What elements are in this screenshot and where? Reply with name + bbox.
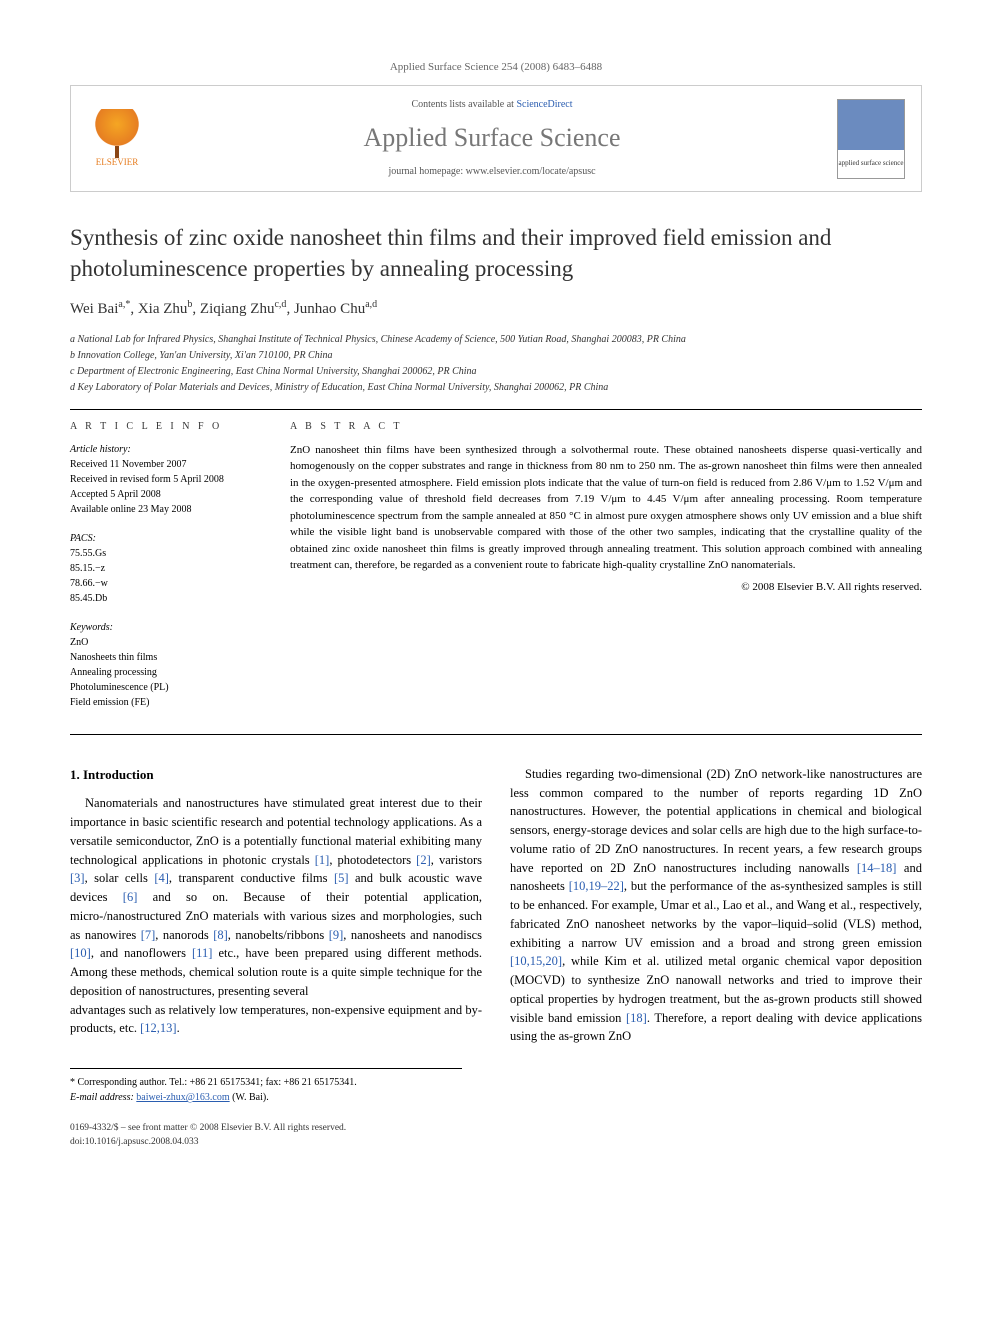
pacs-item: 75.55.Gs	[70, 546, 260, 561]
homepage-prefix: journal homepage:	[388, 166, 465, 177]
corresponding-author-footnote: * Corresponding author. Tel.: +86 21 651…	[70, 1068, 462, 1105]
sciencedirect-link[interactable]: ScienceDirect	[516, 99, 572, 110]
ref-link[interactable]: [10,19–22]	[569, 879, 624, 893]
section-introduction: 1. Introduction Nanomaterials and nanost…	[70, 765, 922, 1046]
header-center: Contents lists available at ScienceDirec…	[163, 98, 821, 178]
pacs-label: PACS:	[70, 531, 260, 546]
author-list: Wei Baia,*, Xia Zhub, Ziqiang Zhuc,d, Ju…	[70, 298, 922, 320]
footer-line: 0169-4332/$ – see front matter © 2008 El…	[70, 1121, 922, 1135]
ref-link[interactable]: [8]	[213, 928, 228, 942]
author: Ziqiang Zhuc,d	[200, 301, 287, 317]
article-history: Article history: Received 11 November 20…	[70, 442, 260, 517]
keyword-item: Annealing processing	[70, 665, 260, 680]
contents-available-line: Contents lists available at ScienceDirec…	[163, 98, 821, 112]
page-footer: 0169-4332/$ – see front matter © 2008 El…	[70, 1121, 922, 1150]
affiliation: b Innovation College, Yan'an University,…	[70, 348, 922, 363]
horizontal-rule	[70, 409, 922, 410]
journal-header-box: ELSEVIER Contents lists available at Sci…	[70, 85, 922, 191]
ref-link[interactable]: [1]	[315, 853, 330, 867]
elsevier-tree-icon	[95, 109, 139, 152]
footnote-line: E-mail address: baiwei-zhux@163.com (W. …	[70, 1090, 462, 1105]
ref-link[interactable]: [12,13]	[140, 1021, 176, 1035]
body-paragraph: advantages such as relatively low temper…	[70, 1001, 482, 1039]
footer-line: doi:10.1016/j.apsusc.2008.04.033	[70, 1135, 922, 1149]
corresponding-email-link[interactable]: baiwei-zhux@163.com	[136, 1092, 229, 1103]
author: Xia Zhub	[138, 301, 193, 317]
affiliation-list: a National Lab for Infrared Physics, Sha…	[70, 332, 922, 395]
pacs-block: PACS: 75.55.Gs 85.15.−z 78.66.−w 85.45.D…	[70, 531, 260, 606]
affiliation: c Department of Electronic Engineering, …	[70, 364, 922, 379]
contents-prefix: Contents lists available at	[411, 99, 516, 110]
keyword-item: Photoluminescence (PL)	[70, 680, 260, 695]
publisher-logo: ELSEVIER	[87, 109, 147, 169]
history-item: Available online 23 May 2008	[70, 502, 260, 517]
article-title: Synthesis of zinc oxide nanosheet thin f…	[70, 222, 922, 284]
horizontal-rule	[70, 734, 922, 735]
homepage-url: www.elsevier.com/locate/apsusc	[466, 166, 596, 177]
history-item: Accepted 5 April 2008	[70, 487, 260, 502]
ref-link[interactable]: [10,15,20]	[510, 954, 562, 968]
ref-link[interactable]: [6]	[123, 890, 138, 904]
affiliation: a National Lab for Infrared Physics, Sha…	[70, 332, 922, 347]
ref-link[interactable]: [10]	[70, 946, 91, 960]
abstract-column: A B S T R A C T ZnO nanosheet thin films…	[290, 420, 922, 724]
abstract-copyright: © 2008 Elsevier B.V. All rights reserved…	[290, 580, 922, 595]
section-heading: 1. Introduction	[70, 765, 482, 785]
keywords-label: Keywords:	[70, 620, 260, 635]
affiliation: d Key Laboratory of Polar Materials and …	[70, 380, 922, 395]
history-item: Received in revised form 5 April 2008	[70, 472, 260, 487]
ref-link[interactable]: [5]	[334, 871, 349, 885]
body-paragraph: Nanomaterials and nanostructures have st…	[70, 794, 482, 1000]
pacs-item: 78.66.−w	[70, 576, 260, 591]
two-column-body: 1. Introduction Nanomaterials and nanost…	[70, 765, 922, 1046]
journal-homepage-line: journal homepage: www.elsevier.com/locat…	[163, 165, 821, 179]
ref-link[interactable]: [7]	[141, 928, 156, 942]
ref-link[interactable]: [11]	[192, 946, 212, 960]
journal-reference: Applied Surface Science 254 (2008) 6483–…	[70, 60, 922, 75]
abstract-heading: A B S T R A C T	[290, 420, 922, 434]
journal-title: Applied Surface Science	[163, 120, 821, 156]
cover-caption: applied surface science	[838, 150, 904, 178]
ref-link[interactable]: [3]	[70, 871, 85, 885]
keywords-block: Keywords: ZnO Nanosheets thin films Anne…	[70, 620, 260, 710]
ref-link[interactable]: [4]	[154, 871, 169, 885]
pacs-item: 85.45.Db	[70, 591, 260, 606]
email-tail: (W. Bai).	[230, 1092, 269, 1103]
article-info-column: A R T I C L E I N F O Article history: R…	[70, 420, 260, 724]
body-paragraph: Studies regarding two-dimensional (2D) Z…	[510, 765, 922, 1046]
ref-link[interactable]: [9]	[329, 928, 344, 942]
cover-image-icon	[838, 100, 904, 150]
ref-link[interactable]: [14–18]	[857, 861, 897, 875]
pacs-item: 85.15.−z	[70, 561, 260, 576]
email-label: E-mail address:	[70, 1092, 136, 1103]
article-info-heading: A R T I C L E I N F O	[70, 420, 260, 434]
keyword-item: Field emission (FE)	[70, 695, 260, 710]
meta-abstract-row: A R T I C L E I N F O Article history: R…	[70, 420, 922, 724]
ref-link[interactable]: [18]	[626, 1011, 647, 1025]
abstract-text: ZnO nanosheet thin films have been synth…	[290, 442, 922, 574]
author: Junhao Chua,d	[294, 301, 377, 317]
keyword-item: Nanosheets thin films	[70, 650, 260, 665]
author: Wei Baia,*	[70, 301, 130, 317]
history-item: Received 11 November 2007	[70, 457, 260, 472]
journal-cover-thumbnail: applied surface science	[837, 99, 905, 179]
ref-link[interactable]: [2]	[416, 853, 431, 867]
keyword-item: ZnO	[70, 635, 260, 650]
history-label: Article history:	[70, 442, 260, 457]
footnote-line: * Corresponding author. Tel.: +86 21 651…	[70, 1075, 462, 1090]
